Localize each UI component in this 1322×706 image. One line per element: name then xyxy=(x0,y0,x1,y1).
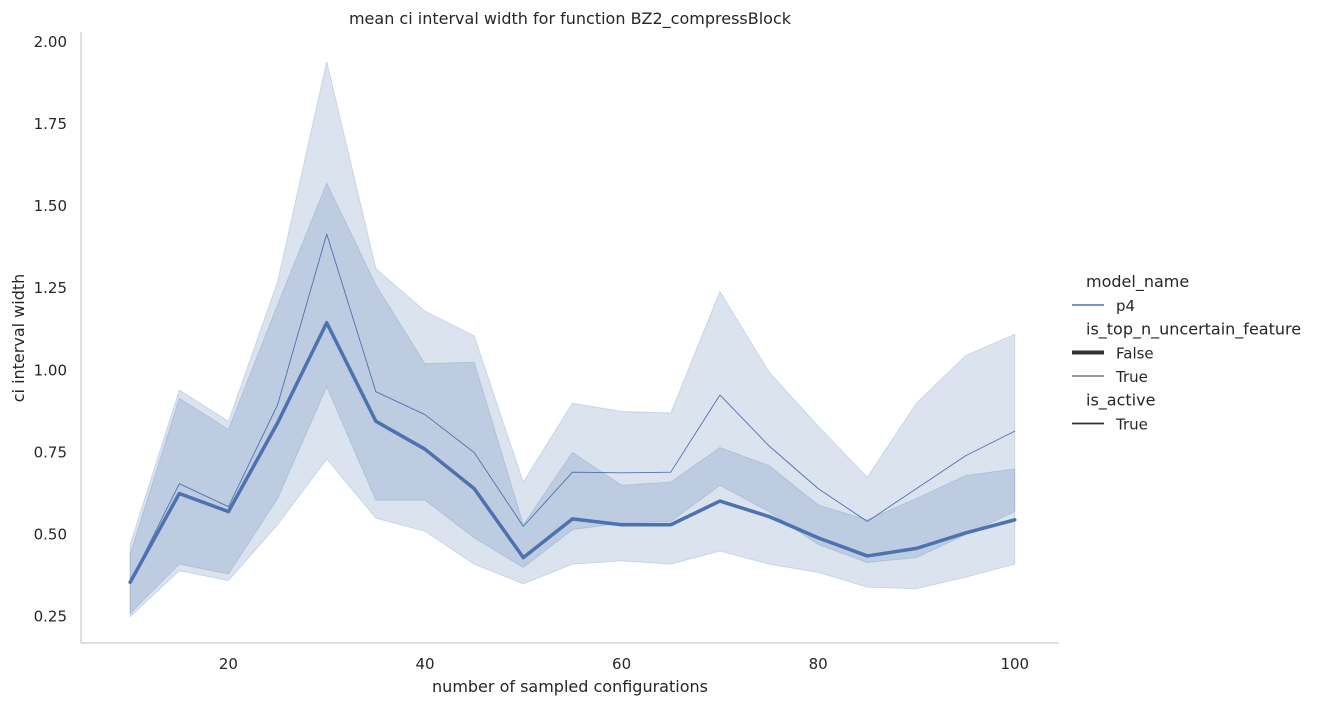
series-lines xyxy=(128,233,1017,584)
y-tick-label: 1.00 xyxy=(34,361,67,379)
legend-title: is_top_n_uncertain_feature xyxy=(1086,320,1301,340)
x-tick-label: 100 xyxy=(1000,655,1029,673)
axes xyxy=(80,32,1059,644)
y-tick-label: 0.50 xyxy=(34,526,67,544)
y-tick-label: 2.00 xyxy=(34,33,67,51)
legend-entry: True xyxy=(1115,368,1148,386)
series-line-true xyxy=(129,233,1016,583)
x-tick-label: 20 xyxy=(219,655,238,673)
legend-entry: True xyxy=(1115,416,1148,434)
x-tick-label: 80 xyxy=(809,655,828,673)
ci-band-true xyxy=(129,61,1016,615)
series-line-false xyxy=(128,320,1017,584)
y-tick-label: 0.25 xyxy=(34,608,67,626)
legend-title: model_name xyxy=(1086,272,1189,292)
ci-band-false xyxy=(129,181,1016,618)
x-tick-label: 60 xyxy=(612,655,631,673)
y-tick-label: 0.75 xyxy=(34,443,67,461)
y-axis-label: ci interval width xyxy=(9,274,28,403)
legend-title: is_active xyxy=(1086,391,1155,411)
chart-title: mean ci interval width for function BZ2_… xyxy=(349,9,792,29)
y-tick-labels: 0.25 0.50 0.75 1.00 1.25 1.50 1.75 2.00 xyxy=(34,33,67,626)
legend: model_name p4 is_top_n_uncertain_feature Fa… xyxy=(1072,272,1301,434)
y-tick-label: 1.75 xyxy=(34,115,67,133)
legend-entry: p4 xyxy=(1116,297,1135,315)
x-tick-label: 40 xyxy=(415,655,434,673)
y-tick-label: 1.50 xyxy=(34,197,67,215)
ci-bands xyxy=(129,61,1016,618)
y-tick-label: 1.25 xyxy=(34,279,67,297)
legend-entry: False xyxy=(1116,345,1154,363)
x-axis-label: number of sampled configurations xyxy=(432,677,708,696)
x-tick-labels: 20 40 60 80 100 xyxy=(219,655,1029,673)
